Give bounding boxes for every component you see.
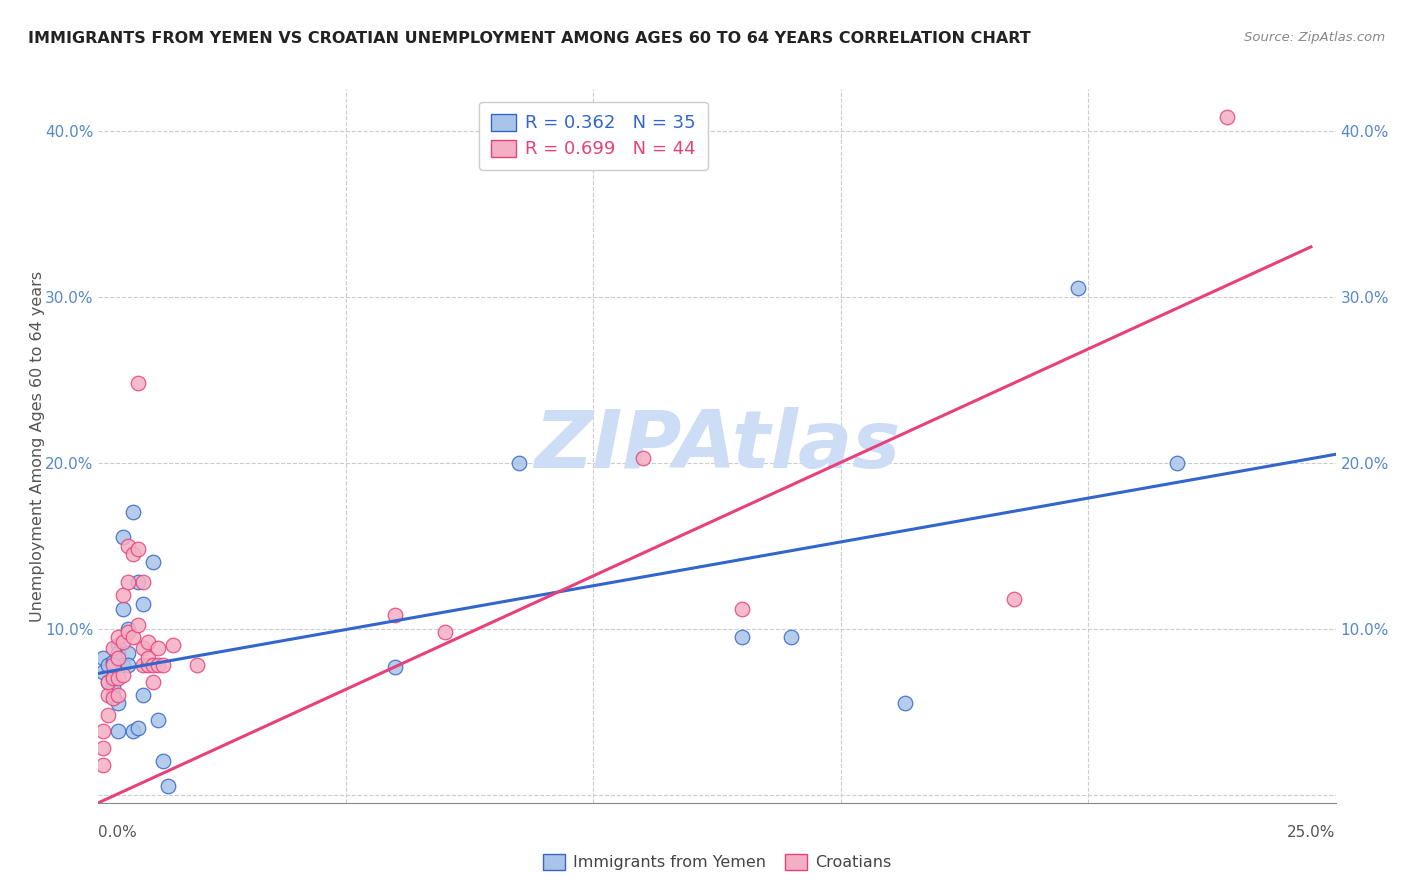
Point: [93, 724, 115, 739]
Point: [107, 647, 129, 661]
Y-axis label: Unemployment Among Ages 60 to 64 years: Unemployment Among Ages 60 to 64 years: [30, 270, 45, 622]
Point: [142, 674, 165, 689]
Point: [112, 668, 135, 682]
Text: Source: ZipAtlas.com: Source: ZipAtlas.com: [1244, 31, 1385, 45]
Point: [97, 658, 120, 673]
Point: [132, 688, 155, 702]
Point: [127, 618, 149, 632]
Point: [103, 641, 125, 656]
Point: [127, 541, 149, 556]
Point: [107, 630, 129, 644]
Text: 0.0%: 0.0%: [98, 825, 138, 840]
Point: [1067, 281, 1090, 295]
Text: IMMIGRANTS FROM YEMEN VS CROATIAN UNEMPLOYMENT AMONG AGES 60 TO 64 YEARS CORRELA: IMMIGRANTS FROM YEMEN VS CROATIAN UNEMPL…: [28, 31, 1031, 46]
Point: [112, 635, 135, 649]
Point: [97, 674, 120, 689]
Point: [107, 696, 129, 710]
Point: [117, 658, 139, 673]
Point: [162, 638, 184, 652]
Point: [132, 658, 155, 673]
Point: [93, 757, 115, 772]
Point: [93, 741, 115, 756]
Point: [731, 630, 754, 644]
Point: [97, 707, 120, 722]
Point: [780, 630, 803, 644]
Point: [107, 638, 129, 652]
Point: [127, 376, 149, 390]
Point: [384, 659, 406, 673]
Point: [132, 641, 155, 656]
Point: [156, 779, 179, 793]
Point: [112, 658, 135, 673]
Point: [142, 658, 165, 673]
Point: [508, 456, 530, 470]
Point: [107, 688, 129, 702]
Point: [103, 671, 125, 685]
Point: [112, 588, 135, 602]
Point: [146, 658, 169, 673]
Point: [1002, 591, 1025, 606]
Point: [112, 601, 135, 615]
Point: [152, 754, 174, 768]
Point: [127, 721, 149, 735]
Point: [112, 530, 135, 544]
Point: [117, 575, 139, 590]
Point: [117, 624, 139, 639]
Legend: Immigrants from Yemen, Croatians: Immigrants from Yemen, Croatians: [536, 848, 898, 877]
Point: [186, 658, 208, 673]
Point: [142, 555, 165, 569]
Point: [122, 547, 145, 561]
Point: [1216, 111, 1239, 125]
Point: [103, 658, 125, 673]
Point: [122, 505, 145, 519]
Point: [136, 658, 159, 673]
Point: [117, 622, 139, 636]
Point: [117, 539, 139, 553]
Point: [97, 688, 120, 702]
Point: [103, 688, 125, 702]
Point: [103, 671, 125, 685]
Point: [107, 651, 129, 665]
Point: [731, 601, 754, 615]
Point: [152, 658, 174, 673]
Text: ZIPAtlas: ZIPAtlas: [534, 407, 900, 485]
Point: [103, 655, 125, 669]
Point: [97, 674, 120, 689]
Point: [136, 651, 159, 665]
Point: [117, 647, 139, 661]
Point: [107, 724, 129, 739]
Point: [127, 575, 149, 590]
Point: [122, 724, 145, 739]
Point: [136, 635, 159, 649]
Text: 25.0%: 25.0%: [1288, 825, 1336, 840]
Point: [146, 641, 169, 656]
Point: [894, 696, 917, 710]
Point: [146, 713, 169, 727]
Point: [107, 671, 129, 685]
Point: [132, 597, 155, 611]
Point: [122, 630, 145, 644]
Point: [433, 624, 456, 639]
Point: [384, 608, 406, 623]
Point: [103, 691, 125, 706]
Point: [1166, 456, 1188, 470]
Point: [103, 680, 125, 694]
Point: [631, 450, 654, 465]
Point: [132, 575, 155, 590]
Point: [93, 651, 115, 665]
Point: [93, 665, 115, 679]
